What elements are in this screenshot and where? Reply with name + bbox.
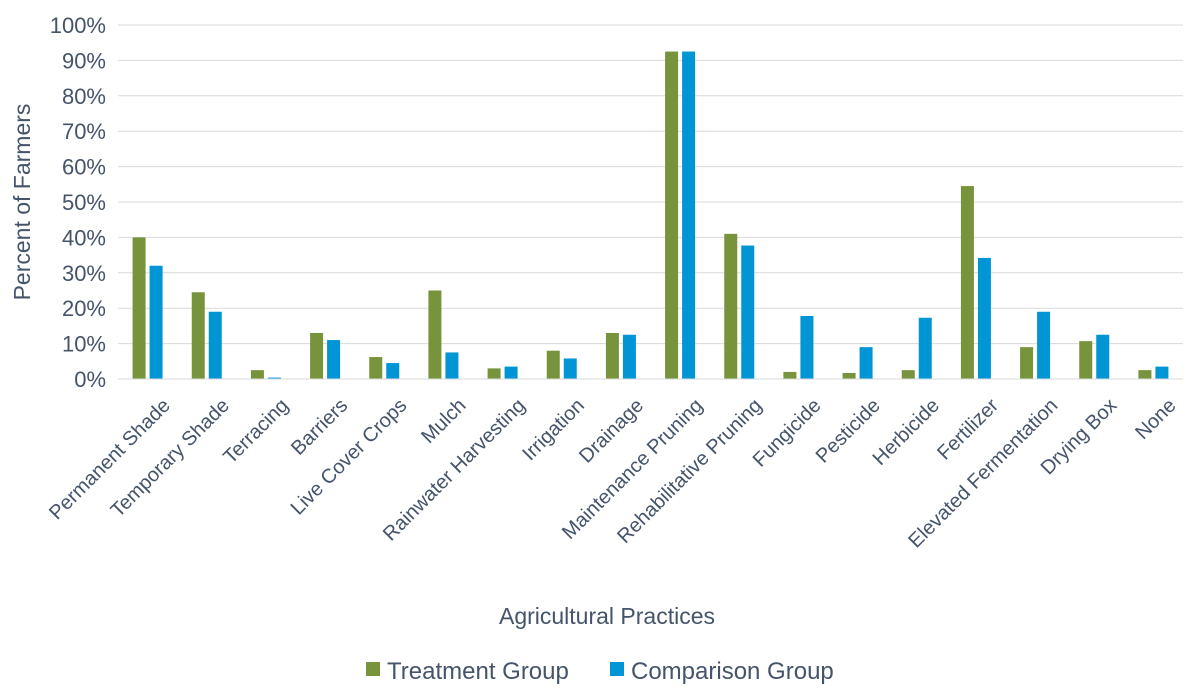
bar-treatment-3 [310, 332, 324, 379]
bar-comparison-1 [208, 311, 222, 379]
bar-comparison-12 [859, 347, 873, 379]
bar-comparison-0 [149, 265, 163, 379]
y-tick-label: 10% [62, 332, 106, 357]
y-tick-label: 20% [62, 296, 106, 321]
bar-treatment-8 [605, 332, 619, 379]
y-tick-label: 80% [62, 84, 106, 109]
y-tick-label: 40% [62, 225, 106, 250]
bar-comparison-13 [918, 317, 932, 379]
legend-label-comparison: Comparison Group [631, 658, 834, 685]
legend-label-treatment: Treatment Group [387, 658, 569, 685]
y-tick-label: 30% [62, 261, 106, 286]
legend: Treatment Group Comparison Group [366, 658, 834, 685]
bar-comparison-2 [267, 377, 281, 379]
bar-treatment-7 [546, 350, 560, 379]
y-tick-label: 90% [62, 48, 106, 73]
bar-treatment-14 [960, 186, 974, 379]
bar-comparison-11 [800, 315, 814, 379]
bar-treatment-6 [487, 368, 501, 379]
bars [132, 51, 1169, 380]
bar-comparison-17 [1155, 366, 1169, 379]
bar-comparison-15 [1037, 311, 1051, 379]
bar-comparison-16 [1096, 334, 1110, 379]
y-tick-label: 60% [62, 155, 106, 180]
bar-treatment-10 [724, 233, 738, 379]
bar-treatment-16 [1079, 341, 1093, 379]
bar-comparison-7 [563, 358, 577, 379]
bar-treatment-15 [1020, 347, 1034, 379]
y-axis-title: Percent of Farmers [9, 104, 35, 301]
bar-treatment-12 [842, 372, 856, 379]
legend-swatch-treatment [366, 662, 380, 676]
bar-treatment-13 [901, 370, 915, 379]
bar-treatment-1 [191, 292, 205, 379]
bar-treatment-9 [665, 51, 679, 380]
x-tick-label: None [1131, 395, 1180, 444]
bar-comparison-6 [504, 366, 518, 379]
gridlines [118, 24, 1183, 345]
x-tick-label: Terracing [219, 395, 293, 469]
bar-treatment-17 [1138, 370, 1152, 379]
bar-comparison-4 [386, 363, 400, 379]
y-axis-ticks: 0% 10% 20% 30% 40% 50% 60% 70% 80% 90% 100% [50, 13, 106, 392]
y-tick-label: 50% [62, 190, 106, 215]
y-tick-label: 70% [62, 119, 106, 144]
bar-treatment-5 [428, 290, 442, 379]
x-tick-label: Mulch [417, 395, 470, 448]
y-tick-label: 0% [74, 367, 106, 392]
bar-comparison-3 [327, 340, 341, 379]
bar-comparison-14 [977, 257, 991, 379]
bar-comparison-10 [741, 245, 755, 379]
y-tick-label: 100% [50, 13, 106, 38]
x-axis-title: Agricultural Practices [499, 603, 715, 629]
bar-treatment-11 [783, 371, 797, 379]
bar-treatment-2 [250, 370, 264, 379]
bar-comparison-8 [622, 334, 636, 379]
bar-comparison-9 [682, 51, 696, 380]
legend-swatch-comparison [610, 662, 624, 676]
bar-treatment-0 [132, 237, 146, 379]
bar-comparison-5 [445, 352, 459, 379]
bar-treatment-4 [369, 357, 383, 379]
